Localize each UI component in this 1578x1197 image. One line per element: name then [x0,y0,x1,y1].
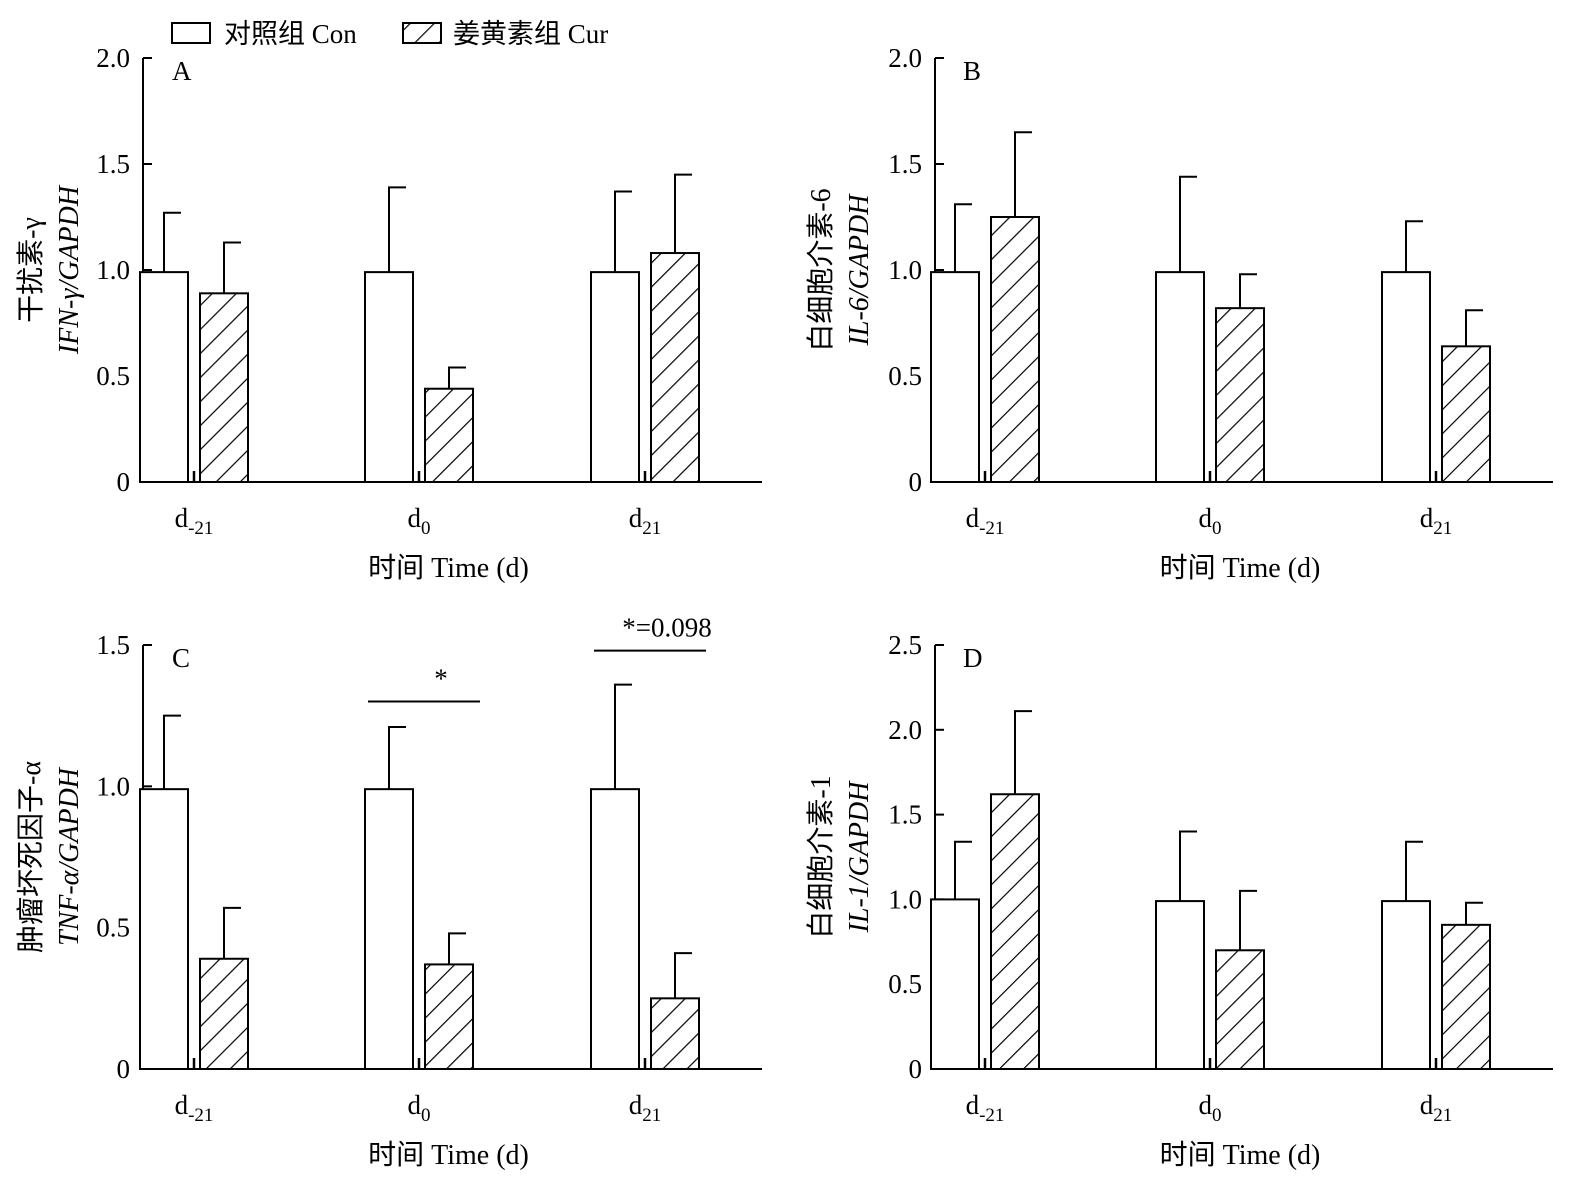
bar-cur [1441,923,1491,1071]
y-tick-label: 1.0 [888,255,922,285]
x-axis-label: 时间 Time (d) [368,1139,529,1171]
y-tick-label: 1.0 [888,884,922,914]
panel-label: D [963,643,983,673]
y-tick-label: 0 [117,1054,131,1084]
y-axis-label-en: TNF-α/GAPDH [54,766,85,946]
y-tick-label: 0.5 [888,361,922,391]
bar-cur [1215,307,1265,483]
bar-con [139,788,189,1070]
legend-label-con: 对照组 Con [224,19,357,49]
bar-cur [650,252,700,483]
legend-swatch-con [171,22,211,44]
y-axis-label-cn: 肿瘤坏死因子-α [15,761,47,953]
x-tick-label: d21 [1420,503,1453,539]
y-tick-label: 1.5 [888,800,922,830]
bar-con [364,788,414,1070]
bar-con [1381,271,1431,483]
bar-con [590,271,640,483]
y-axis-label-cn: 干扰素-γ [15,217,47,323]
x-tick-label: d0 [408,1090,431,1126]
y-tick-label: 0.5 [96,913,130,943]
legend-label-cur: 姜黄素组 Cur [453,19,608,49]
x-tick-label: d-21 [966,1090,1005,1126]
bar-cur [650,997,700,1070]
bar-cur [424,387,474,483]
bar-cur [990,793,1040,1070]
panel-label: C [172,643,190,673]
chart-panel-c: 0 0.5 1.0 1.5 Cd-21 d0 d21 时间 Time (d) 肿瘤坏死因子-α T… [15,613,762,1171]
bar-cur [199,292,249,483]
y-tick-label: 1.5 [888,149,922,179]
panel-label: A [172,56,192,86]
bar-con [1155,271,1205,483]
x-tick-label: d0 [1199,1090,1222,1126]
y-tick-label: 0 [117,467,131,497]
y-axis-label-cn: 白细胞介素-1 [805,775,837,938]
bar-con [364,271,414,483]
bar-con [930,898,980,1071]
x-axis-label: 时间 Time (d) [1160,1139,1321,1171]
x-tick-label: d21 [629,1090,662,1126]
x-tick-label: d0 [1199,503,1222,539]
bar-con [139,271,189,483]
y-tick-label: 1.0 [96,255,130,285]
y-tick-label: 1.5 [96,149,130,179]
bar-con [590,788,640,1070]
y-axis-label-en: IFN-γ/GAPDH [54,184,85,355]
bar-con [1155,900,1205,1071]
significance-label: *=0.098 [622,613,711,643]
x-tick-label: d-21 [175,503,214,539]
y-tick-label: 1.5 [96,630,130,660]
chart-panel-b: 0 0.5 1.0 1.5 2.0 Bd-21 d0 d21 时间 Time (d) 白细胞介素-… [805,43,1553,584]
y-tick-label: 0 [909,1054,923,1084]
bar-cur [990,216,1040,483]
bar-con [930,271,980,483]
y-tick-label: 1.0 [96,771,130,801]
bar-cur [424,963,474,1070]
y-tick-label: 2.0 [96,43,130,73]
x-axis-label: 时间 Time (d) [1160,552,1321,584]
x-tick-label: d-21 [175,1090,214,1126]
x-axis-label: 时间 Time (d) [368,552,529,584]
legend-swatch-cur [402,22,442,44]
y-tick-label: 0 [909,467,923,497]
y-tick-label: 0.5 [888,969,922,999]
bar-con [1381,900,1431,1071]
x-tick-label: d-21 [966,503,1005,539]
chart-panel-d: 0 0.5 1.0 1.5 2.0 2.5 Dd-21 d0 d21 时间 Time (d) 白细胞… [805,630,1553,1171]
y-tick-label: 2.0 [888,715,922,745]
x-tick-label: d0 [408,503,431,539]
y-axis-label-en: IL-6/GAPDH [844,193,875,347]
bar-cur [199,957,249,1071]
bar-cur [1215,949,1265,1071]
panel-label: B [963,56,981,86]
y-axis-label-cn: 白细胞介素-6 [805,188,837,351]
y-tick-label: 0.5 [96,361,130,391]
chart-panel-a: 0 0.5 1.0 1.5 2.0 Ad-21 d0 d21 时间 Time (d) 干扰素-γ I… [15,43,762,584]
x-tick-label: d21 [629,503,662,539]
y-tick-label: 2.5 [888,630,922,660]
bar-cur [1441,345,1491,483]
legend: 对照组 Con 姜黄素组 Cur [171,19,608,49]
y-tick-label: 2.0 [888,43,922,73]
x-tick-label: d21 [1420,1090,1453,1126]
significance-label: * [434,664,448,694]
y-axis-label-en: IL-1/GAPDH [844,780,875,934]
